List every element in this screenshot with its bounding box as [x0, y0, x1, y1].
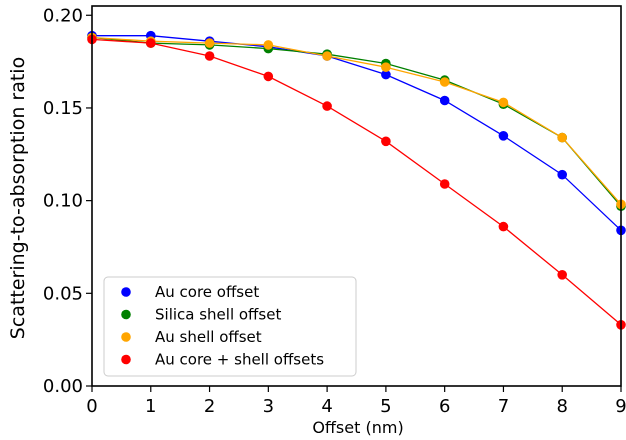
series-line-3: [91, 38, 622, 326]
data-point: [322, 101, 332, 111]
x-tick-label: 4: [321, 396, 332, 417]
data-point: [204, 51, 215, 61]
legend-marker: [121, 354, 131, 365]
data-point: [557, 270, 567, 280]
data-point: [263, 71, 274, 82]
axis-ticks: 0 1 2 3 4 5 6 7 8 9 0.00 0.05 0.10 0.15 0.20: [43, 5, 626, 417]
plot-area: [87, 5, 626, 387]
legend-entry: Au shell offset: [155, 328, 262, 346]
data-point: [381, 69, 391, 80]
data-point: [439, 95, 450, 106]
legend-entry: Silica shell offset: [155, 306, 281, 324]
series-line-0: [92, 35, 622, 231]
y-tick-label: 0.20: [43, 5, 83, 26]
x-tick-label: 8: [556, 396, 567, 417]
data-point: [146, 38, 156, 48]
data-point: [204, 38, 215, 48]
data-point: [322, 51, 332, 61]
legend-marker: [121, 287, 131, 297]
x-tick-label: 3: [263, 396, 274, 417]
y-tick-label: 0.15: [43, 98, 83, 119]
data-point: [557, 132, 567, 143]
legend: Au core offset Silica shell offset Au shel…: [103, 276, 357, 377]
data-point: [498, 221, 509, 232]
data-point: [381, 136, 391, 147]
data-point: [263, 40, 274, 50]
x-tick-label: 6: [439, 396, 450, 417]
data-point: [381, 62, 391, 72]
y-axis-label: Scattering-to-absorption ratio: [7, 57, 29, 339]
x-tick-label: 0: [86, 396, 97, 417]
series-line-1: [91, 36, 622, 207]
data-point: [498, 131, 509, 141]
legend-entry: Au core offset: [155, 283, 259, 301]
data-point: [439, 77, 450, 87]
legend-marker: [121, 309, 131, 320]
axes-frame: [91, 5, 622, 387]
x-axis-label: Offset (nm): [312, 418, 403, 437]
legend-box: [103, 276, 357, 377]
legend-entry: Au core + shell offsets: [155, 351, 324, 369]
data-point: [439, 179, 450, 189]
y-tick-label: 0.10: [43, 191, 83, 212]
x-tick-label: 1: [145, 396, 156, 417]
data-point: [498, 97, 509, 108]
data-point: [557, 169, 567, 180]
y-tick-label: 0.00: [43, 376, 83, 397]
x-tick-label: 7: [498, 396, 509, 417]
series-line-2: [91, 36, 622, 205]
y-tick-label: 0.05: [43, 283, 83, 304]
x-tick-label: 5: [380, 396, 391, 417]
x-tick-label: 2: [204, 396, 215, 417]
x-tick-label: 9: [615, 396, 626, 417]
legend-marker: [121, 332, 131, 342]
